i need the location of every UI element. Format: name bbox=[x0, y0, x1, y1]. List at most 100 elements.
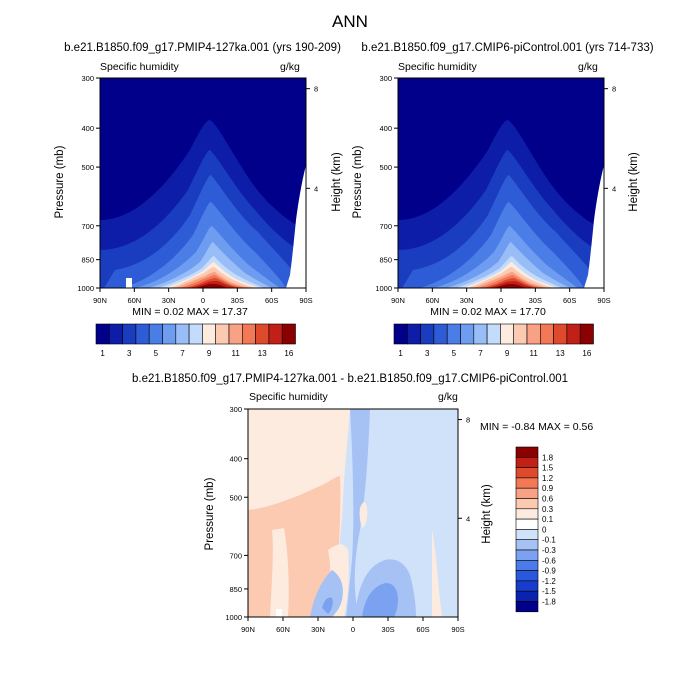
colorbar-box bbox=[513, 323, 528, 345]
x-tick-label: 0 bbox=[499, 296, 503, 305]
colorbar-box bbox=[420, 323, 435, 345]
panel3-field bbox=[248, 409, 458, 617]
colorbar-box bbox=[515, 487, 539, 499]
x-tick-label: 30S bbox=[529, 296, 542, 305]
panel1-colorbar-boxes bbox=[95, 323, 296, 345]
y2-tick-label: 4 bbox=[314, 184, 318, 193]
y-tick-label: 400 bbox=[229, 455, 242, 464]
colorbar-label: 1.8 bbox=[542, 453, 554, 462]
y2-tick-label: 8 bbox=[466, 416, 470, 425]
colorbar-box bbox=[393, 323, 408, 345]
y-tick-label: 400 bbox=[81, 124, 94, 133]
y-tick-label: 500 bbox=[81, 163, 94, 172]
x-tick-label: 90N bbox=[93, 296, 107, 305]
x-tick-label: 90N bbox=[391, 296, 405, 305]
panel3-title: b.e21.B1850.f09_g17.PMIP4-127ka.001 - b.… bbox=[131, 373, 569, 385]
x-tick-label: 30N bbox=[162, 296, 176, 305]
y-tick-label: 300 bbox=[81, 74, 94, 83]
colorbar-box bbox=[515, 570, 539, 582]
x-tick-label: 30N bbox=[311, 625, 325, 634]
colorbar-label: 1 bbox=[398, 349, 403, 358]
y-tick-label: 400 bbox=[379, 124, 392, 133]
colorbar-box bbox=[188, 323, 203, 345]
x-tick-label: 60S bbox=[265, 296, 278, 305]
y-tick-label: 700 bbox=[81, 222, 94, 231]
colorbar-label: 0 bbox=[542, 525, 547, 534]
panel2-axes: 300 400 500 700 850 1000 8 4 90N 60N 30N 0 30S 60S 90S bbox=[375, 74, 616, 305]
colorbar-label: 1 bbox=[100, 349, 105, 358]
colorbar-label: 11 bbox=[231, 349, 240, 358]
colorbar-label: 9 bbox=[207, 349, 212, 358]
panel2-variable-label: Specific humidity bbox=[398, 61, 477, 73]
colorbar-label: 3 bbox=[425, 349, 430, 358]
colorbar-box bbox=[215, 323, 230, 345]
colorbar-label: -1.8 bbox=[542, 598, 556, 607]
panel2-colorbar: 1 3 5 7 9 11 13 16 bbox=[393, 323, 594, 358]
y-tick-label: 300 bbox=[379, 74, 392, 83]
colorbar-label: 16 bbox=[284, 349, 293, 358]
y-tick-label: 850 bbox=[229, 585, 242, 594]
y-tick-label: 1000 bbox=[375, 284, 392, 293]
colorbar-box bbox=[406, 323, 421, 345]
panel3-colorbar-labels: 1.81.51.20.90.60.30.10-0.1-0.3-0.6-0.9-1… bbox=[542, 453, 556, 606]
colorbar-label: -1.5 bbox=[542, 587, 556, 596]
y-tick-label: 300 bbox=[229, 405, 242, 414]
panel1-colorbar: 1 3 5 7 9 11 13 16 bbox=[95, 323, 296, 358]
colorbar-label: 0.1 bbox=[542, 515, 554, 524]
colorbar-box bbox=[515, 560, 539, 571]
colorbar-label: -1.2 bbox=[542, 577, 556, 586]
y-tick-label: 1000 bbox=[225, 613, 242, 622]
panel1-field bbox=[100, 78, 306, 288]
colorbar-label: 0.3 bbox=[542, 505, 554, 514]
y-tick-label: 700 bbox=[229, 551, 242, 560]
panel2-plot: 300 400 500 700 850 1000 8 4 90N 60N 30N 0 30S 60S 90S bbox=[375, 74, 616, 305]
main-title: ANN bbox=[332, 12, 368, 31]
colorbar-box bbox=[540, 323, 554, 345]
panel2-title: b.e21.B1850.f09_g17.CMIP6-piControl.001 … bbox=[361, 42, 654, 54]
colorbar-box bbox=[486, 323, 501, 345]
x-tick-label: 60N bbox=[425, 296, 439, 305]
colorbar-box bbox=[515, 477, 539, 489]
x-tick-label: 60N bbox=[276, 625, 290, 634]
colorbar-box bbox=[460, 323, 475, 345]
y-tick-label: 1000 bbox=[77, 284, 94, 293]
colorbar-box bbox=[433, 323, 448, 345]
y-tick-label: 850 bbox=[81, 256, 94, 265]
panel3-variable-label: Specific humidity bbox=[249, 391, 328, 403]
colorbar-box bbox=[446, 323, 461, 345]
y2-tick-label: 4 bbox=[612, 184, 616, 193]
panel3-units-label: g/kg bbox=[438, 391, 458, 403]
panel1-variable-label: Specific humidity bbox=[100, 61, 179, 73]
colorbar-box bbox=[515, 529, 539, 541]
colorbar-box bbox=[515, 457, 539, 468]
colorbar-box bbox=[148, 323, 163, 345]
colorbar-label: 7 bbox=[478, 349, 483, 358]
panel2-field bbox=[398, 78, 604, 288]
colorbar-box bbox=[515, 539, 539, 551]
panel2-units-label: g/kg bbox=[578, 61, 598, 73]
x-tick-label: 0 bbox=[201, 296, 205, 305]
colorbar-label: 13 bbox=[258, 349, 267, 358]
panel1-colorbar-labels: 1 3 5 7 9 11 13 16 bbox=[100, 349, 293, 358]
x-tick-label: 60N bbox=[127, 296, 141, 305]
panel1-units-label: g/kg bbox=[280, 61, 300, 73]
x-tick-label: 0 bbox=[351, 625, 355, 634]
x-tick-label: 60S bbox=[563, 296, 576, 305]
y2-tick-label: 8 bbox=[314, 85, 318, 94]
colorbar-label: 13 bbox=[556, 349, 565, 358]
colorbar-box bbox=[526, 323, 541, 345]
colorbar-label: -0.3 bbox=[542, 546, 556, 555]
colorbar-box bbox=[515, 590, 539, 602]
panel2-stats: MIN = 0.02 MAX = 17.70 bbox=[430, 306, 546, 318]
colorbar-box bbox=[242, 323, 256, 345]
panel3-plot: 300 400 500 700 850 1000 8 4 90N 60N 30N 0 30S 60S 90S bbox=[225, 405, 470, 634]
x-tick-label: 60S bbox=[416, 625, 429, 634]
colorbar-label: -0.9 bbox=[542, 567, 556, 576]
x-tick-label: 30S bbox=[381, 625, 394, 634]
colorbar-box bbox=[553, 323, 568, 345]
colorbar-box bbox=[122, 323, 137, 345]
colorbar-label: 5 bbox=[452, 349, 457, 358]
colorbar-label: 11 bbox=[529, 349, 538, 358]
colorbar-box bbox=[135, 323, 150, 345]
panel1-axes: 300 400 500 700 850 1000 8 4 90N 60N 30N 0 30S 60S 90S bbox=[77, 74, 318, 305]
